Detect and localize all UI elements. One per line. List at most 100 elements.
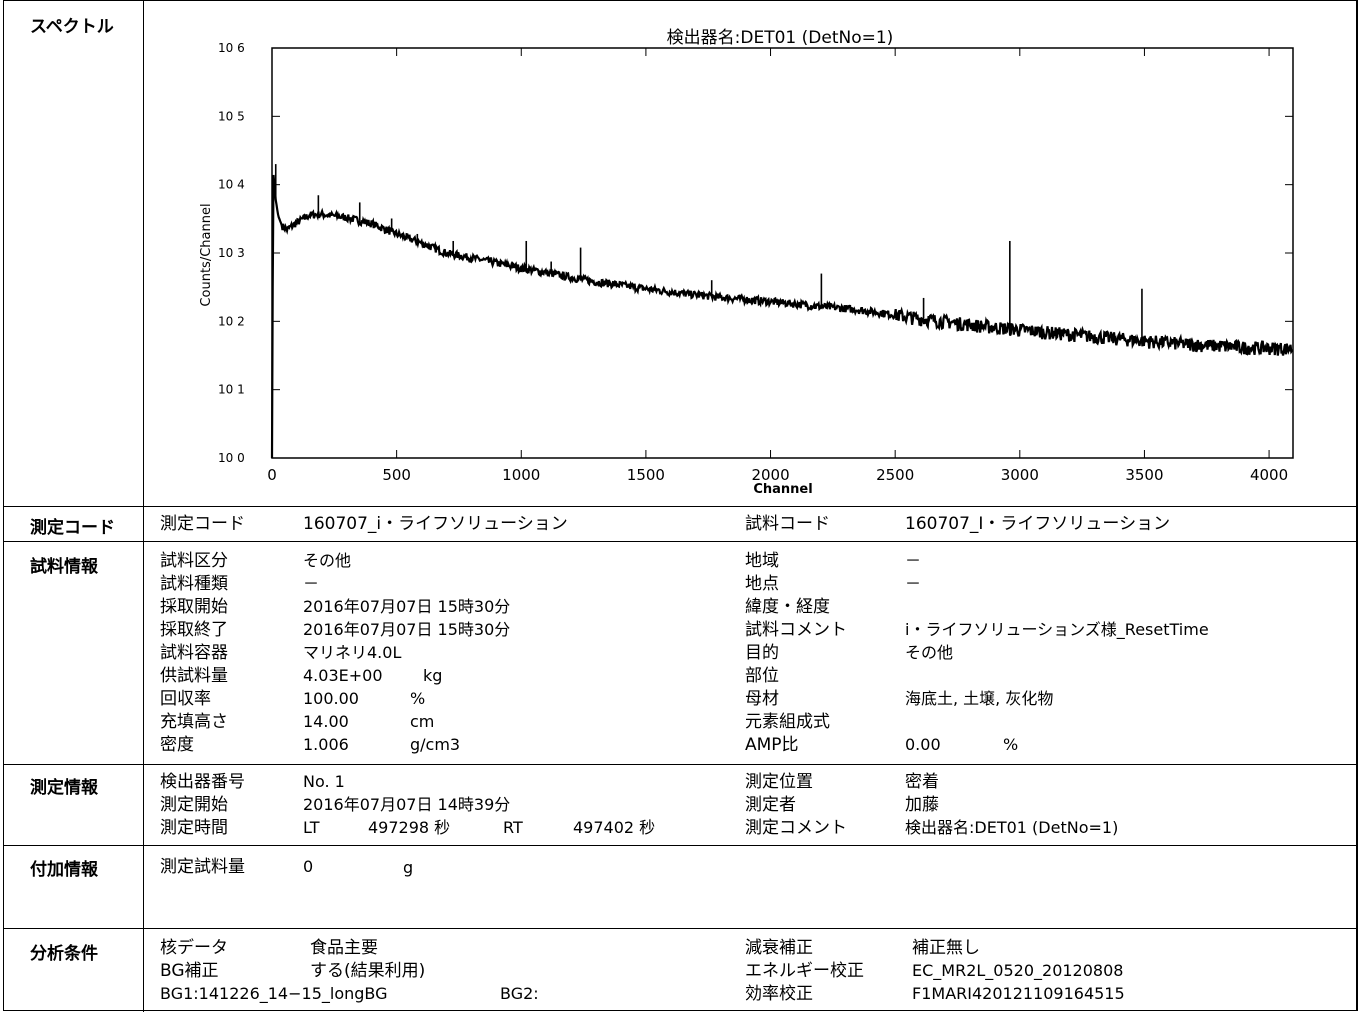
- efficiency-label: 効率校正: [745, 984, 813, 1004]
- divider-analysis: [3, 928, 1358, 929]
- detector-label: 検出器番号: [160, 772, 245, 792]
- section-analysis: 分析条件: [30, 944, 98, 964]
- sample-field-unit: cm: [410, 712, 435, 731]
- sample-field-value: 海底土, 土壌, 灰化物: [905, 689, 1054, 708]
- sample-field-label: 部位: [745, 666, 779, 686]
- bg2-value: BG2:: [500, 984, 539, 1003]
- sample-field-label: AMP比: [745, 735, 799, 755]
- energy-value: EC_MR2L_0520_20120808: [912, 961, 1124, 980]
- sample-field-unit: %: [1003, 735, 1019, 754]
- comment-value: 検出器名:DET01 (DetNo=1): [905, 818, 1119, 837]
- sample-field-value: その他: [303, 551, 352, 570]
- detector-value: No. 1: [303, 772, 345, 791]
- sample-field-label: 充填高さ: [160, 712, 228, 732]
- code-value: 160707_i・ライフソリューション: [303, 514, 568, 534]
- plot-frame: [271, 47, 1294, 459]
- sample-field-value: 0.00: [905, 735, 941, 754]
- efficiency-value: F1MARI420121109164515: [912, 984, 1125, 1003]
- position-value: 密着: [905, 772, 939, 792]
- lt-label: LT: [303, 818, 320, 837]
- start-value: 2016年07月07日 14時39分: [303, 795, 511, 814]
- section-spectrum: スペクトル: [30, 17, 114, 37]
- nuclide-value: 食品主要: [310, 938, 378, 958]
- comment-label: 測定コメント: [745, 818, 847, 838]
- person-value: 加藤: [905, 795, 939, 815]
- start-label: 測定開始: [160, 795, 228, 815]
- y-tick-label: 10 3: [218, 246, 245, 260]
- divider-measure: [3, 764, 1358, 765]
- report-frame: [3, 0, 1358, 1011]
- y-tick-label: 10 4: [218, 178, 245, 192]
- x-tick-label: 0: [267, 466, 277, 484]
- sample-field-label: 元素組成式: [745, 712, 830, 732]
- sample-field-label: 緯度・経度: [745, 597, 830, 617]
- x-tick-label: 3500: [1125, 466, 1163, 484]
- decay-value: 補正無し: [912, 938, 980, 958]
- y-tick-label: 10 1: [218, 383, 245, 397]
- bg1-value: BG1:141226_14−15_longBG: [160, 984, 388, 1003]
- x-tick-label: 500: [382, 466, 411, 484]
- sample-field-value: －: [905, 574, 922, 593]
- sample-code-value: 160707_I・ライフソリューション: [905, 514, 1171, 534]
- rt-label: RT: [503, 818, 523, 837]
- spectrum-chart: 検出器名:DET01 (DetNo=1) Channel Counts/Chan…: [199, 28, 1294, 497]
- person-label: 測定者: [745, 795, 796, 815]
- bg-value: する(結果利用): [310, 961, 426, 981]
- sample-field-value: 14.00: [303, 712, 349, 731]
- sample-field-label: 採取終了: [160, 620, 228, 640]
- x-tick-label: 2000: [751, 466, 789, 484]
- divider-sample: [3, 541, 1358, 542]
- sample-field-label: 回収率: [160, 689, 211, 709]
- extra-label: 測定試料量: [160, 857, 245, 877]
- section-measure: 測定情報: [30, 778, 98, 798]
- divider-extra: [3, 845, 1358, 846]
- extra-value: 0: [303, 857, 314, 876]
- sample-field-unit: kg: [423, 666, 443, 685]
- sample-field-unit: %: [410, 689, 426, 708]
- sample-field-label: 密度: [160, 735, 194, 755]
- sample-field-label: 地点: [745, 574, 779, 594]
- y-tick-label: 10 0: [218, 451, 245, 465]
- x-axis-label: Channel: [753, 482, 812, 497]
- sample-field-value: 1.006: [303, 735, 349, 754]
- sample-field-value: 2016年07月07日 15時30分: [303, 597, 511, 616]
- sample-field-value: －: [905, 551, 922, 570]
- y-tick-label: 10 6: [218, 41, 245, 55]
- divider-code: [3, 506, 1358, 507]
- position-label: 測定位置: [745, 772, 813, 792]
- sample-field-value: 100.00: [303, 689, 359, 708]
- sample-field-value: －: [303, 574, 320, 593]
- lt-value: 497298 秒: [368, 818, 451, 837]
- sample-field-label: 試料コメント: [745, 620, 847, 640]
- sample-field-unit: g/cm3: [410, 735, 461, 754]
- sample-field-label: 供試料量: [160, 666, 228, 686]
- code-label: 測定コード: [160, 514, 245, 534]
- section-code: 測定コード: [30, 518, 115, 538]
- chart-title: 検出器名:DET01 (DetNo=1): [667, 28, 894, 48]
- sample-field-value: 4.03E+00: [303, 666, 383, 685]
- time-label: 測定時間: [160, 818, 228, 838]
- y-axis-label: Counts/Channel: [199, 203, 214, 306]
- y-tick-label: 10 2: [218, 314, 245, 328]
- sample-field-label: 試料種類: [160, 574, 228, 594]
- rt-value: 497402 秒: [573, 818, 656, 837]
- sample-field-label: 地域: [745, 551, 779, 571]
- x-tick-label: 1500: [627, 466, 665, 484]
- y-tick-label: 10 5: [218, 109, 245, 123]
- x-tick-label: 1000: [502, 466, 540, 484]
- sample-field-value: その他: [905, 643, 954, 662]
- section-sample: 試料情報: [30, 557, 98, 577]
- sample-field-label: 母材: [745, 689, 779, 709]
- extra-unit: g: [403, 858, 414, 877]
- bg-label: BG補正: [160, 961, 219, 981]
- sample-field-label: 試料区分: [160, 551, 228, 571]
- sample-field-value: 2016年07月07日 15時30分: [303, 620, 511, 639]
- decay-label: 減衰補正: [745, 938, 813, 958]
- sample-field-value: マリネリ4.0L: [303, 643, 402, 662]
- sample-field-label: 目的: [745, 643, 779, 663]
- x-tick-label: 4000: [1250, 466, 1288, 484]
- sample-field-label: 採取開始: [160, 597, 228, 617]
- sample-code-label: 試料コード: [745, 514, 830, 534]
- nuclide-label: 核データ: [160, 938, 228, 958]
- sample-field-value: i・ライフソリューションズ様_ResetTime: [905, 620, 1209, 639]
